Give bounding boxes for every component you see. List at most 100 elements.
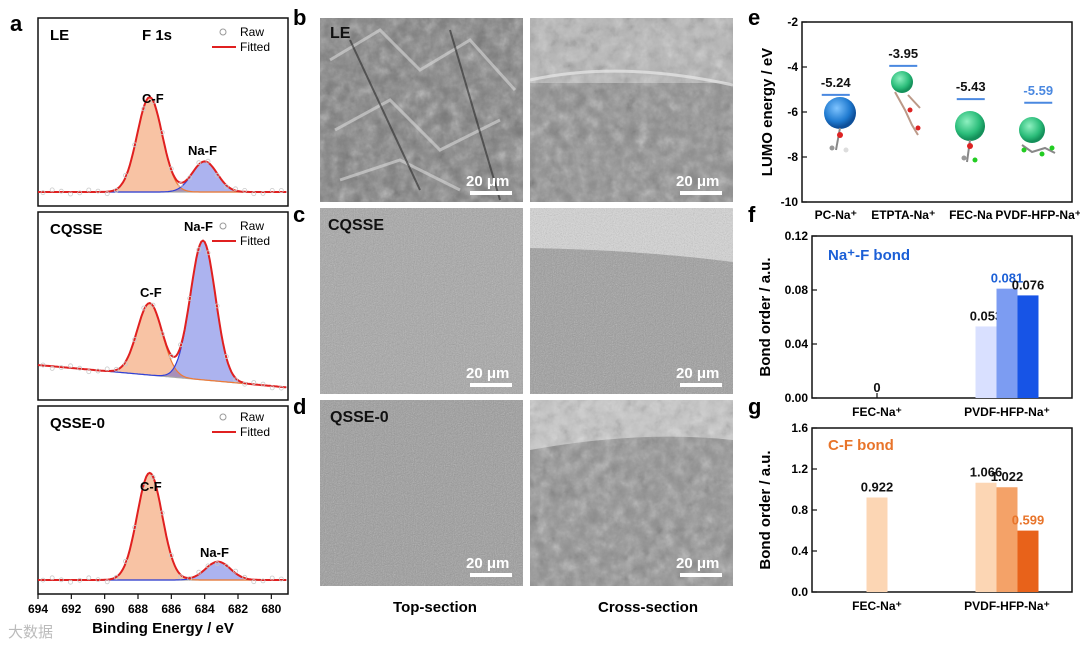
legend-fitted-label: Fitted [240, 234, 270, 248]
xps-raw-point [242, 574, 248, 580]
xps-curves-qsse0 [38, 471, 287, 585]
xps-raw-point [68, 363, 73, 369]
bar-y-tick-label: 0.12 [785, 229, 809, 243]
xps-raw-point [178, 574, 183, 580]
panel-letter-d: d [293, 394, 306, 419]
xps-raw-point [233, 377, 238, 383]
bar-data-label: 1.066 [970, 465, 1003, 480]
sem-scale-bar [680, 383, 722, 387]
molecule-etpta-na-illustration [891, 71, 921, 136]
lumo-y-tick-label: -6 [787, 105, 798, 119]
molecule-pvdf-hfp-na-illustration [1019, 117, 1056, 157]
xps-raw-point [40, 577, 46, 583]
xps-raw-point [68, 579, 73, 585]
sem-scale-bar [680, 191, 722, 195]
xps-raw-point [123, 361, 128, 367]
xps-raw-point [113, 366, 119, 372]
xps-x-tick-label: 686 [161, 602, 181, 616]
xps-raw-point [278, 188, 284, 193]
xps-frame-qsse0 [37, 405, 289, 595]
bar-y-tick-label: 0.0 [791, 585, 808, 599]
xps-raw-point [113, 574, 119, 580]
lumo-markers: -5.24 PC-Na⁺ -3.95 ETPTA-Na⁺ -5.43 FEC-Na -5.5… [815, 46, 1080, 222]
xps-x-tick-label: 690 [95, 602, 115, 616]
xps-cf-peak-area [38, 97, 287, 192]
xps-raw-point [150, 99, 156, 104]
xps-legend-cqsse: Raw Fitted [212, 219, 270, 248]
sem-image-le-top: LE 20 μm [320, 18, 523, 202]
legend-raw-label: Raw [240, 25, 264, 39]
xps-raw-point [132, 142, 138, 148]
xps-frame-le [37, 17, 289, 207]
xps-raw-point [214, 303, 220, 309]
bar-y-tick-label: 0.08 [785, 283, 809, 297]
xps-raw-point [40, 362, 46, 368]
xps-raw-point [223, 563, 229, 569]
xps-raw-point [251, 380, 257, 385]
bar-data-label: 0.922 [861, 479, 894, 494]
naf-chart-title: Na⁺-F bond [828, 247, 910, 264]
bar-category-label: PVDF-HFP-Na⁺ [964, 599, 1050, 613]
sem-scale-bar [680, 573, 722, 577]
xps-raw-point [113, 187, 119, 193]
molecule-fec-na-illustration [955, 111, 985, 163]
legend-raw-label: Raw [240, 410, 264, 424]
xps-raw-point [104, 366, 110, 372]
xps-x-tick-label: 682 [228, 602, 248, 616]
xps-raw-point [49, 187, 55, 193]
xps-raw-point [214, 172, 220, 178]
naf-bond-panel-group: f Bond order / a.u. Na⁺-F bond 0.000.040… [748, 202, 1073, 419]
bar-data-label: 0.076 [1012, 277, 1045, 292]
xps-raw-point [187, 175, 193, 181]
panel-letter-g: g [748, 394, 761, 419]
xps-raw-point [49, 365, 55, 371]
xps-raw-point [196, 247, 202, 253]
xps-x-tick-label: 694 [28, 602, 48, 616]
xps-peak-label-cf-cqsse: C-F [140, 285, 162, 300]
cf-y-axis: 0.0 0.4 0.8 1.2 1.6 [791, 421, 817, 599]
xps-raw-point [132, 337, 138, 342]
xps-raw-point [58, 365, 64, 371]
xps-raw-point [205, 250, 211, 256]
bar-data-label: 1.022 [991, 469, 1024, 484]
legend-raw-marker [219, 413, 227, 421]
xps-x-tick-label: 692 [61, 602, 81, 616]
xps-raw-point [58, 188, 64, 194]
bar-y-tick-label: 0.04 [785, 337, 809, 351]
xps-x-axis: 694 692 690 688 686 684 682 680 [28, 594, 282, 616]
lumo-y-tick-label: -10 [781, 195, 799, 209]
xps-raw-point [95, 368, 101, 374]
xps-raw-point [196, 160, 202, 166]
xps-raw-point [233, 568, 238, 574]
xps-raw-point [159, 510, 165, 516]
sem-row-label-qsse0: QSSE-0 [330, 409, 389, 426]
lumo-panel-group: e LUMO energy / eV -2 -4 -6 -8 -10 -5.24 PC-N… [748, 5, 1080, 222]
bar-y-tick-label: 1.6 [791, 421, 808, 435]
bar-category-label: PVDF-HFP-Na⁺ [964, 405, 1050, 419]
sem-column-label-cross: Cross-section [598, 599, 698, 616]
bar [1017, 530, 1039, 592]
sem-row-label-le: LE [330, 25, 351, 42]
xps-raw-point [95, 577, 101, 582]
xps-raw-point [196, 569, 202, 575]
xps-raw-point [40, 190, 46, 196]
panel-letter-c: c [293, 202, 305, 227]
xps-raw-point [150, 474, 156, 480]
bar-category-label: FEC-Na⁺ [852, 599, 902, 613]
xps-raw-point [168, 553, 174, 558]
xps-raw-point [233, 186, 238, 192]
xps-raw-point [251, 191, 257, 197]
panel-letter-b: b [293, 5, 306, 30]
bar-data-label: 0.599 [1012, 513, 1045, 528]
xps-raw-point [223, 354, 229, 359]
xps-raw-point [251, 579, 257, 585]
xps-raw-point [278, 576, 284, 582]
xps-raw-point [205, 563, 211, 569]
xps-subplot-le: LE F 1s C-F Na-F Raw Fitted [37, 17, 289, 207]
xps-raw-point [86, 575, 92, 581]
xps-curves-le [38, 95, 287, 197]
lumo-category-label: PVDF-HFP-Na⁺ [995, 208, 1080, 222]
sem-scale-text: 20 μm [676, 555, 719, 572]
